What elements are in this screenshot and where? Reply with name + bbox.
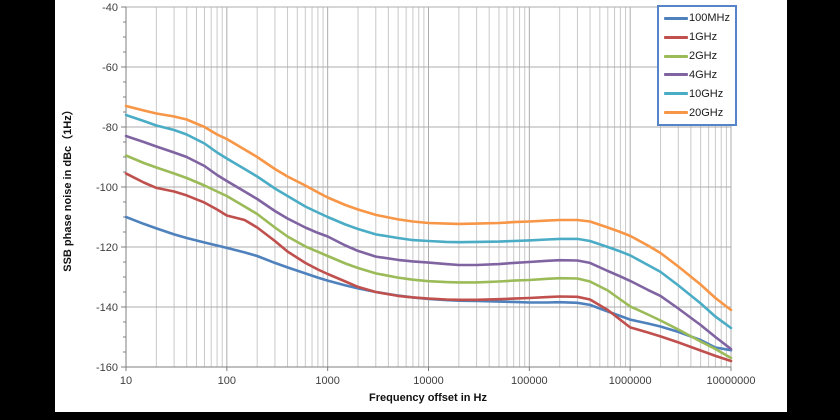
legend-item-20GHz: 20GHz xyxy=(664,105,735,121)
phase-noise-chart: 10 100 1000 10000 100000 1000000 10000000 -40 -6… xyxy=(96,2,756,387)
legend-swatch-1GHz xyxy=(664,35,688,39)
y-tick-label: -60 xyxy=(102,62,118,74)
legend-item-4GHz: 4GHz xyxy=(664,67,735,83)
x-tick-label: 100000 xyxy=(511,375,548,387)
legend-item-100MHz: 100MHz xyxy=(664,10,735,26)
x-tick-label: 100 xyxy=(218,375,236,387)
x-tick-label: 10000 xyxy=(413,375,444,387)
x-tick-label: 1000000 xyxy=(609,375,652,387)
y-tick-label: -100 xyxy=(96,182,118,194)
chart-legend: 100MHz 1GHz 2GHz 4GHz 10GHz 20GHz xyxy=(657,5,737,126)
x-tick-label: 1000 xyxy=(315,375,339,387)
legend-label: 2GHz xyxy=(689,50,718,63)
y-tick-label: -80 xyxy=(102,122,118,134)
series-line-1GHz xyxy=(124,172,733,363)
chart-panel: 10 100 1000 10000 100000 1000000 10000000 -40 -6… xyxy=(55,0,787,412)
legend-label: 10GHz xyxy=(689,87,724,100)
legend-label: 100MHz xyxy=(689,12,730,25)
legend-swatch-20GHz xyxy=(664,111,688,115)
series-line-20GHz xyxy=(124,104,733,312)
x-axis-title: Frequency offset in Hz xyxy=(369,392,487,404)
legend-item-10GHz: 10GHz xyxy=(664,86,735,102)
legend-swatch-2GHz xyxy=(664,54,688,58)
x-tick-label: 10 xyxy=(120,375,132,387)
y-tick-label: -40 xyxy=(102,2,118,14)
legend-label: 1GHz xyxy=(689,31,718,44)
legend-label: 20GHz xyxy=(689,106,724,119)
legend-item-2GHz: 2GHz xyxy=(664,48,735,64)
legend-swatch-4GHz xyxy=(664,73,688,77)
x-tick-label: 10000000 xyxy=(707,375,756,387)
legend-swatch-10GHz xyxy=(664,92,688,96)
legend-item-1GHz: 1GHz xyxy=(664,29,735,45)
y-tick-label: -140 xyxy=(96,302,118,314)
series-line-10GHz xyxy=(124,113,733,330)
y-tick-label: -120 xyxy=(96,242,118,254)
series-line-4GHz xyxy=(124,134,733,351)
y-axis-title: SSB phase noise in dBc（1Hz） xyxy=(62,104,74,272)
series-line-2GHz xyxy=(124,154,733,360)
legend-swatch-100MHz xyxy=(664,16,688,20)
y-tick-label: -160 xyxy=(96,362,118,374)
legend-label: 4GHz xyxy=(689,68,718,81)
